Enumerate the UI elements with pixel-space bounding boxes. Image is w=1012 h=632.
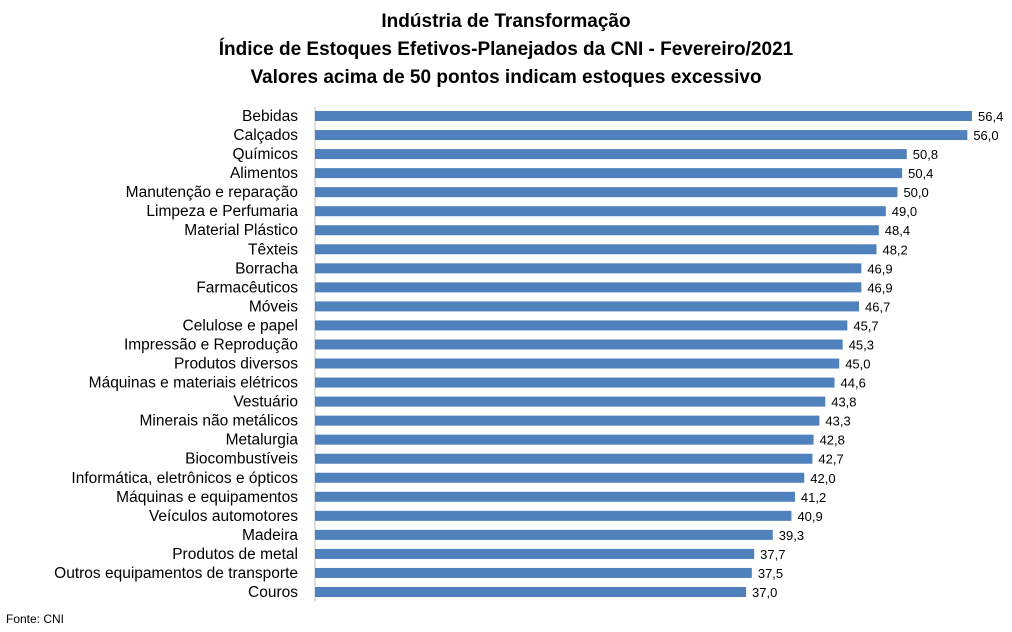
- data-label: 42,8: [820, 433, 845, 448]
- bar: [315, 377, 835, 388]
- bar: [315, 168, 903, 179]
- category-label: Manutenção e reparação: [126, 184, 298, 201]
- bar: [315, 358, 840, 369]
- category-label: Minerais não metálicos: [139, 413, 298, 430]
- category-label: Produtos de metal: [172, 546, 298, 563]
- chart-subtitle: Índice de Estoques Efetivos-Planejados d…: [218, 39, 794, 60]
- data-label: 45,7: [853, 318, 878, 333]
- category-label: Máquinas e equipamentos: [116, 489, 298, 506]
- category-label: Borracha: [235, 260, 298, 277]
- bar: [315, 111, 972, 121]
- chart-subtitle-note: Valores acima de 50 pontos indicam estoq…: [250, 67, 762, 88]
- category-label: Produtos diversos: [174, 356, 298, 373]
- category-label: Metalurgia: [226, 432, 299, 449]
- bar: [315, 396, 826, 407]
- data-label: 50,4: [908, 166, 933, 181]
- data-label: 46,7: [865, 299, 890, 314]
- data-label: 37,0: [752, 585, 777, 600]
- category-label: Madeira: [242, 527, 298, 544]
- bar: [315, 130, 968, 141]
- data-label: 42,7: [818, 452, 843, 467]
- category-label: Bebidas: [242, 108, 298, 125]
- bar: [315, 529, 773, 540]
- bar: [315, 472, 805, 483]
- bar: [315, 206, 886, 217]
- data-label: 43,3: [825, 414, 850, 429]
- data-label: 37,7: [760, 547, 785, 562]
- data-label: 39,3: [779, 528, 804, 543]
- bar: [315, 263, 862, 274]
- bar: [315, 434, 814, 445]
- category-label: Material Plástico: [184, 222, 298, 239]
- bar: [315, 491, 795, 502]
- category-label: Vestuário: [233, 394, 298, 411]
- data-label: 50,8: [913, 147, 938, 162]
- bar: [315, 567, 752, 578]
- bar: [315, 244, 877, 255]
- bar: [315, 320, 848, 331]
- bar: [315, 339, 843, 350]
- category-label: Alimentos: [230, 165, 298, 182]
- category-label: Têxteis: [248, 241, 298, 258]
- category-label: Impressão e Reprodução: [124, 336, 298, 353]
- bar: [315, 301, 860, 312]
- category-label: Couros: [248, 584, 298, 601]
- bar: [315, 282, 862, 293]
- category-label: Veículos automotores: [149, 508, 298, 525]
- chart-titles: Indústria de Transformação Índice de Est…: [0, 8, 1012, 92]
- bar: [315, 587, 747, 597]
- category-label: Farmacêuticos: [196, 279, 298, 296]
- category-label: Outros equipamentos de transporte: [54, 565, 298, 582]
- bar: [315, 510, 792, 521]
- category-label: Biocombustíveis: [185, 451, 298, 468]
- category-label: Móveis: [249, 298, 298, 315]
- data-label: 49,0: [892, 204, 917, 219]
- data-label: 40,9: [797, 509, 822, 524]
- data-label: 45,0: [845, 357, 870, 372]
- data-label: 45,3: [849, 337, 874, 352]
- data-label: 46,9: [867, 280, 892, 295]
- category-label: Celulose e papel: [183, 317, 298, 334]
- source-note: Fonte: CNI: [6, 612, 65, 626]
- bar: [315, 225, 879, 236]
- bar: [315, 149, 907, 160]
- data-label: 56,4: [978, 109, 1003, 124]
- bar: [315, 548, 755, 559]
- data-label: 46,9: [867, 261, 892, 276]
- data-label: 44,6: [841, 376, 866, 391]
- category-label: Calçados: [233, 127, 298, 144]
- chart-title: Indústria de Transformação: [381, 11, 631, 32]
- data-label: 43,8: [831, 395, 856, 410]
- data-label: 42,0: [810, 471, 835, 486]
- data-label: 41,2: [801, 490, 826, 505]
- data-label: 37,5: [758, 566, 783, 581]
- data-label: 48,2: [882, 242, 907, 257]
- data-label: 56,0: [973, 128, 998, 143]
- category-label: Máquinas e materiais elétricos: [89, 375, 299, 392]
- category-label: Limpeza e Perfumaria: [146, 203, 298, 220]
- bar: [315, 453, 813, 464]
- data-label: 48,4: [885, 223, 910, 238]
- bar: [315, 187, 898, 198]
- category-label: Informática, eletrônicos e ópticos: [71, 470, 298, 487]
- category-label: Químicos: [233, 146, 299, 163]
- bar: [315, 415, 820, 426]
- data-label: 50,0: [903, 185, 928, 200]
